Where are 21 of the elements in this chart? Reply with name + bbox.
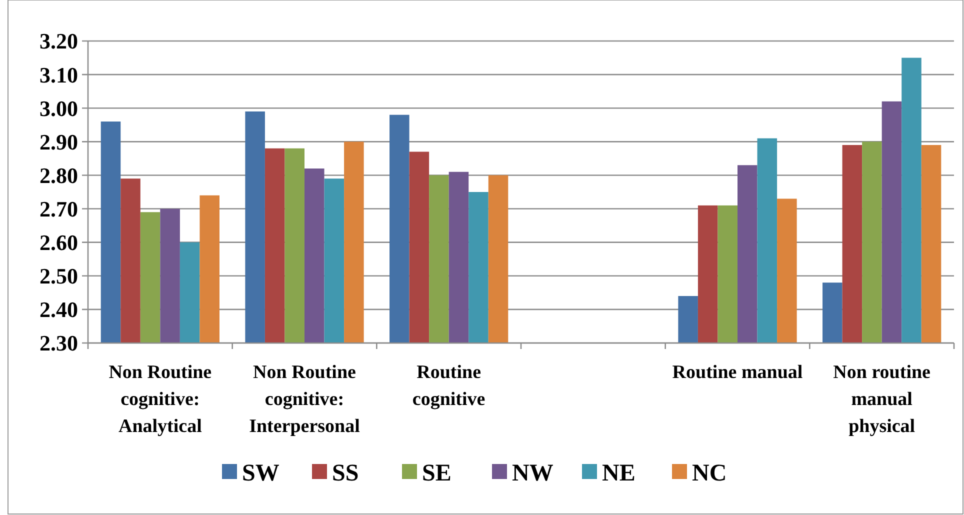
legend-label: NC xyxy=(692,460,727,486)
x-tick-label: Non Routine cognitive: Analytical xyxy=(108,362,212,437)
legend-label: NE xyxy=(602,460,636,486)
legend-label: SE xyxy=(422,460,452,486)
legend-label: SW xyxy=(242,460,280,486)
y-tick-label: 3.10 xyxy=(40,62,78,88)
y-tick-label: 3.00 xyxy=(40,96,78,121)
y-tick-label: 2.40 xyxy=(40,297,78,322)
y-tick-label: 2.70 xyxy=(40,196,78,222)
x-tick-label: Non Routine cognitive: Interpersonal xyxy=(249,362,360,437)
y-tick-label: 2.90 xyxy=(40,129,78,154)
y-tick-label: 2.80 xyxy=(40,162,78,188)
x-tick-label: Non routine manual physical xyxy=(833,362,930,437)
y-tick-label: 2.60 xyxy=(40,230,78,256)
legend-label: SS xyxy=(332,460,359,486)
y-tick-label: 2.30 xyxy=(40,330,78,356)
x-tick-label: Routine manual xyxy=(672,362,803,383)
x-tick-label: Routine cognitive xyxy=(412,362,486,410)
y-tick-label: 2.50 xyxy=(40,264,78,289)
y-tick-label: 3.20 xyxy=(40,28,78,54)
legend-label: NW xyxy=(512,460,554,486)
